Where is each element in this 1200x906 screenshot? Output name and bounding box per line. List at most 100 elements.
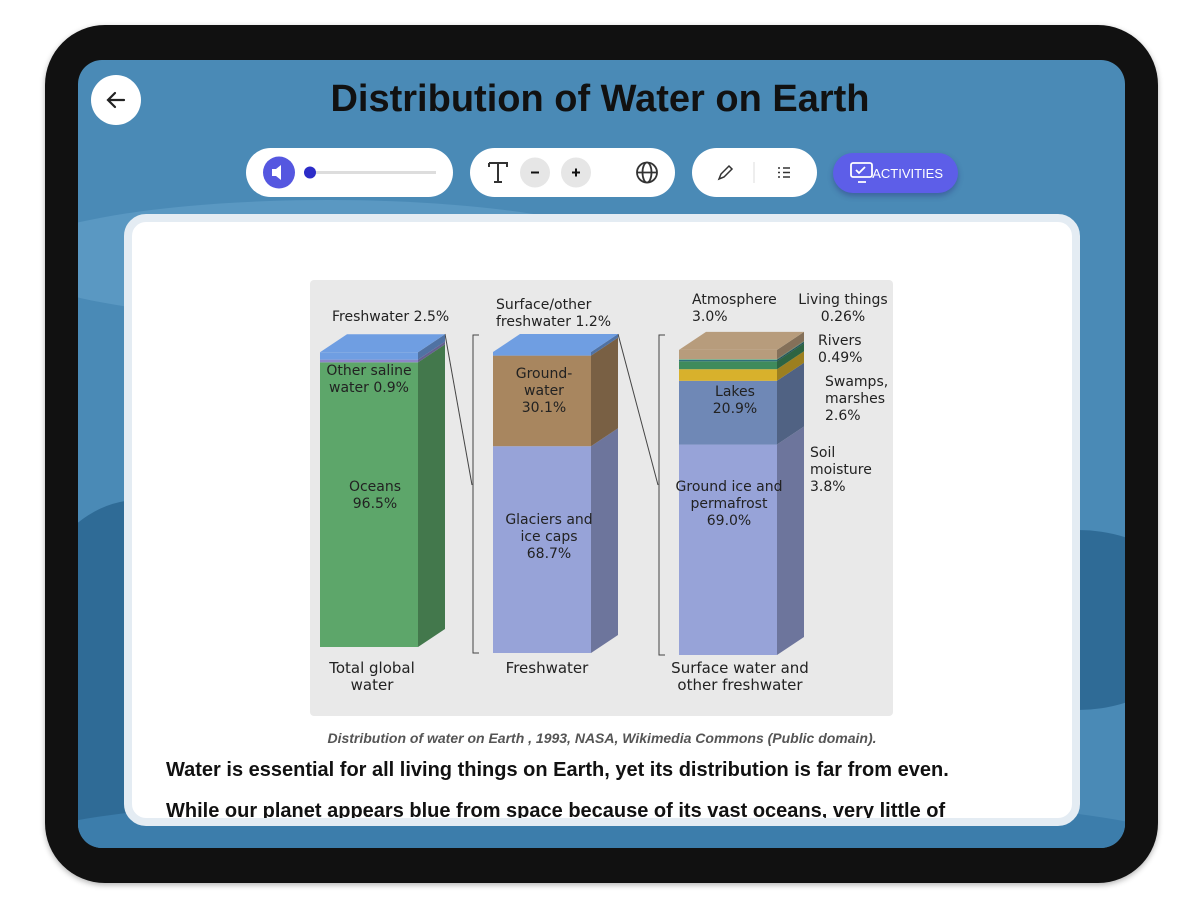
text-controls — [488, 157, 658, 188]
segment-value: 69.0% — [706, 513, 752, 529]
segment-side — [418, 334, 445, 360]
segment-name: Atmosphere — [692, 292, 777, 308]
column-label-text: Surface water and other freshwater — [671, 659, 809, 694]
segment-value: 68.7% — [526, 546, 572, 562]
segment-front — [679, 359, 777, 362]
list-icon[interactable] — [778, 167, 790, 178]
segment-label: Ground-water 30.1% — [504, 366, 584, 417]
bar-segment — [679, 340, 804, 360]
activities-button[interactable]: ACTIVITIES — [833, 153, 958, 193]
page-title: Distribution of Water on Earth — [330, 78, 870, 120]
bar-segment — [320, 344, 445, 647]
segment-front — [320, 359, 418, 363]
progress-knob[interactable] — [304, 166, 316, 179]
segment-side — [777, 341, 804, 362]
audio-player — [246, 148, 453, 197]
segment-label: Ground ice and permafrost 69.0% — [674, 479, 784, 530]
segment-value: 2.5% — [413, 309, 450, 325]
segment-front — [320, 352, 418, 360]
figure: Oceans 96.5% Other saline water 0.9% Fresh… — [310, 280, 893, 716]
column-label-text: Freshwater — [505, 659, 589, 677]
segment-front — [493, 355, 591, 447]
segment-label: Surface/other freshwater 1.2% — [496, 297, 646, 331]
connector-lines — [444, 333, 665, 656]
segment-name: Freshwater — [332, 309, 410, 325]
segment-value: 96.5% — [352, 496, 398, 512]
bar-segment — [679, 341, 804, 362]
segment-top — [493, 334, 618, 352]
segment-name: Swamps, marshes — [825, 374, 889, 407]
column-label-text: Total global water — [329, 659, 415, 694]
segment-value: 1.2% — [575, 314, 612, 330]
segment-front — [679, 444, 777, 655]
bar-segment — [679, 362, 804, 445]
bar-segment — [320, 334, 445, 360]
column-label: Surface water and other freshwater — [665, 660, 815, 694]
segment-top — [320, 334, 445, 353]
figure-chart — [320, 331, 804, 656]
segment-value: 0.9% — [373, 380, 409, 396]
bar-segment — [493, 334, 618, 356]
bar-segment — [679, 351, 804, 381]
segment-label: Freshwater 2.5% — [332, 309, 482, 326]
bar-segment — [493, 337, 618, 447]
segment-front — [679, 369, 777, 381]
segment-side — [777, 340, 804, 360]
figure-caption: Distribution of water on Earth , 1993, N… — [327, 730, 877, 746]
segment-name: Oceans — [348, 479, 402, 495]
segment-front — [679, 349, 777, 359]
segment-label: Soil moisture 3.8% — [810, 445, 880, 496]
activities-icon — [850, 162, 873, 183]
font-icon[interactable] — [488, 162, 508, 183]
segment-name: Rivers — [818, 333, 862, 349]
paragraph-clip: While our planet appears blue from space… — [132, 795, 1072, 818]
globe-icon[interactable] — [636, 161, 658, 184]
segment-side — [591, 334, 618, 356]
segment-label: Glaciers and ice caps 68.7% — [504, 512, 594, 563]
segment-name: Soil moisture — [810, 445, 872, 478]
segment-value: 0.26% — [820, 309, 866, 325]
segment-front — [679, 380, 777, 445]
segment-front — [493, 352, 591, 356]
audio-controls — [263, 156, 436, 189]
segment-label: Living things 0.26% — [798, 292, 888, 326]
segment-name: Ground ice and permafrost — [675, 479, 783, 512]
back-button[interactable] — [91, 75, 141, 125]
annotation-tools — [692, 148, 817, 197]
segment-side — [777, 331, 804, 359]
segment-label: Other saline water 0.9% — [314, 363, 424, 397]
segment-label: Atmosphere 3.0% — [692, 292, 792, 326]
segment-side — [777, 351, 804, 381]
segment-label: Rivers 0.49% — [818, 333, 878, 367]
segment-value: 0.49% — [818, 350, 863, 366]
segment-front — [679, 361, 777, 370]
segment-front — [320, 362, 418, 647]
bar-segment — [493, 428, 618, 653]
bar-segment — [320, 341, 445, 363]
segment-name: Ground-water — [515, 366, 573, 399]
pen-icon[interactable] — [717, 164, 734, 181]
segment-side — [591, 337, 618, 447]
segment-label: Lakes 20.9% — [705, 384, 765, 418]
segment-name: Lakes — [715, 384, 755, 400]
segment-value: 30.1% — [521, 400, 567, 416]
segment-label: Oceans 96.5% — [330, 479, 420, 513]
segment-top — [679, 331, 804, 350]
column-label: Total global water — [322, 660, 422, 694]
segment-value: 2.6% — [825, 408, 861, 424]
bar-segment — [679, 426, 804, 655]
segment-front — [493, 446, 591, 653]
segment-label: Swamps, marshes 2.6% — [825, 374, 895, 425]
paragraph: Water is essential for all living things… — [166, 759, 949, 781]
activities-label: ACTIVITIES — [872, 165, 943, 181]
text-tools — [470, 148, 675, 197]
annotation-controls — [717, 162, 790, 183]
segment-side — [777, 426, 804, 655]
bar-segment — [679, 343, 804, 370]
segment-name: Living things — [798, 292, 888, 308]
segment-side — [418, 341, 445, 363]
speaker-icon — [272, 165, 281, 180]
segment-name: Glaciers and ice caps — [505, 512, 593, 545]
segment-value: 3.0% — [692, 309, 728, 325]
